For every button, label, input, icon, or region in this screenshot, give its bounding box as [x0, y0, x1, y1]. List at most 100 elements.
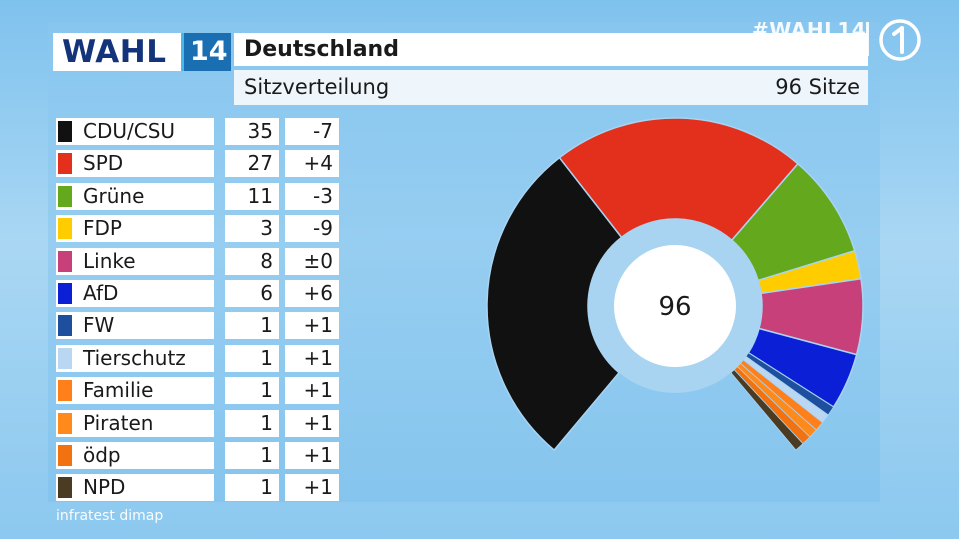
party-name-cell: AfD — [56, 280, 214, 307]
party-color-swatch — [58, 347, 72, 369]
title-bar — [234, 33, 868, 66]
party-change-cell: +1 — [285, 474, 339, 502]
party-color-swatch — [58, 250, 72, 272]
party-name: NPD — [83, 475, 126, 500]
party-seat-change: -7 — [313, 119, 333, 143]
party-seat-change: -9 — [313, 216, 333, 241]
party-seats-cell: 1 — [225, 312, 279, 340]
party-seats: 1 — [260, 410, 273, 435]
party-name: Familie — [83, 378, 154, 403]
party-change-cell: -9 — [285, 215, 339, 243]
party-seats: 1 — [260, 475, 273, 500]
party-name-cell: SPD — [56, 150, 214, 178]
seat-segment-spd — [558, 117, 799, 242]
party-color-swatch — [58, 315, 72, 337]
party-seats: 27 — [247, 151, 273, 176]
party-name: ödp — [83, 443, 121, 467]
party-name: CDU/CSU — [83, 119, 176, 143]
party-name-cell: Linke — [56, 247, 214, 275]
party-seats-cell: 27 — [225, 150, 279, 178]
ard-logo-icon — [879, 19, 921, 61]
party-color-swatch — [58, 185, 72, 207]
party-color-swatch — [58, 121, 72, 142]
seat-segment-cdu-csu — [486, 156, 623, 452]
party-seats-cell: 1 — [225, 442, 279, 469]
party-seat-change: +6 — [303, 281, 333, 305]
party-change-cell: +4 — [285, 150, 339, 178]
party-name: FW — [83, 313, 115, 338]
party-seat-change: +1 — [303, 378, 333, 403]
party-name-cell: Grüne — [56, 182, 214, 210]
party-seat-change: +4 — [303, 151, 333, 176]
party-name: SPD — [83, 151, 124, 176]
data-source: infratest dimap — [56, 508, 164, 524]
party-seats-cell: 8 — [225, 247, 279, 275]
party-seats: 3 — [260, 216, 273, 241]
party-name: Grüne — [83, 183, 145, 208]
party-color-swatch — [58, 283, 72, 304]
party-color-swatch — [58, 218, 72, 240]
party-change-cell: +1 — [285, 377, 339, 405]
party-seats-cell: 6 — [225, 280, 279, 307]
party-name-cell: CDU/CSU — [56, 118, 214, 145]
total-seats-center-label: 96 — [658, 292, 691, 322]
party-name-cell: NPD — [56, 474, 214, 502]
party-name-cell: FW — [56, 312, 214, 340]
party-seats: 1 — [260, 378, 273, 403]
party-seats: 1 — [260, 443, 273, 467]
party-color-swatch — [58, 477, 72, 499]
party-name-cell: Familie — [56, 377, 214, 405]
party-seat-change: ±0 — [303, 248, 333, 273]
wahl-logo-year: 14 — [190, 36, 228, 67]
page-title: Deutschland — [244, 37, 399, 62]
party-name-cell: Tierschutz — [56, 344, 214, 372]
party-seats: 1 — [260, 345, 273, 370]
party-seats-cell: 1 — [225, 409, 279, 437]
wahl-logo-text: WAHL — [62, 34, 167, 70]
subtitle-bar — [234, 70, 868, 105]
party-seats: 11 — [247, 183, 273, 208]
party-change-cell: -7 — [285, 118, 339, 145]
party-change-cell: -3 — [285, 182, 339, 210]
party-seats-cell: 1 — [225, 474, 279, 502]
party-seats-cell: 35 — [225, 118, 279, 145]
party-seats-cell: 11 — [225, 182, 279, 210]
party-seats: 1 — [260, 313, 273, 338]
party-color-swatch — [58, 380, 72, 402]
party-name-cell: Piraten — [56, 409, 214, 437]
party-seats-cell: 3 — [225, 215, 279, 243]
party-name: FDP — [83, 216, 122, 241]
party-name-cell: FDP — [56, 215, 214, 243]
party-seats: 6 — [260, 281, 273, 305]
wahl-logo-year-background — [181, 33, 231, 71]
party-name: Piraten — [83, 410, 154, 435]
party-seats: 35 — [247, 119, 273, 143]
party-change-cell: +1 — [285, 409, 339, 437]
party-seats-cell: 1 — [225, 344, 279, 372]
party-change-cell: ±0 — [285, 247, 339, 275]
party-seat-change: +1 — [303, 443, 333, 467]
party-name: AfD — [83, 281, 119, 305]
party-seats: 8 — [260, 248, 273, 273]
party-seat-change: -3 — [313, 183, 333, 208]
party-change-cell: +1 — [285, 344, 339, 372]
party-name: Tierschutz — [83, 345, 186, 370]
seat-segment-npd — [730, 369, 804, 451]
party-seat-change: +1 — [303, 410, 333, 435]
wahl-logo-background — [53, 33, 183, 71]
donut-center — [614, 245, 736, 367]
party-change-cell: +1 — [285, 442, 339, 469]
party-color-swatch — [58, 153, 72, 175]
party-seat-change: +1 — [303, 345, 333, 370]
party-change-cell: +1 — [285, 312, 339, 340]
party-color-swatch — [58, 445, 72, 466]
total-seats-label: 96 Sitze — [775, 75, 860, 99]
party-name-cell: ödp — [56, 442, 214, 469]
chart-subtitle: Sitzverteilung — [244, 75, 390, 99]
party-seat-change: +1 — [303, 313, 333, 338]
party-name: Linke — [83, 248, 136, 273]
party-seats-cell: 1 — [225, 377, 279, 405]
party-seat-change: +1 — [303, 475, 333, 500]
